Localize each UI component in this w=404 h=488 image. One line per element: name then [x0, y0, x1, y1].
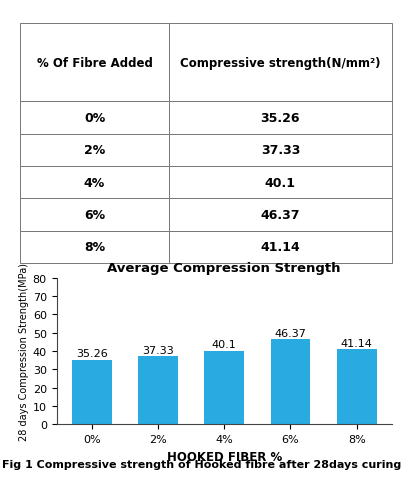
Bar	[337, 349, 377, 425]
Title: Average Compression Strength: Average Compression Strength	[107, 261, 341, 274]
Text: Fig 1 Compressive strength of Hooked fibre after 28days curing: Fig 1 Compressive strength of Hooked fib…	[2, 459, 402, 468]
Text: 35.26: 35.26	[76, 348, 107, 359]
Text: 46.37: 46.37	[275, 328, 306, 338]
Text: 37.33: 37.33	[142, 345, 174, 355]
Bar	[271, 340, 310, 425]
Y-axis label: 28 days Compression Strength(MPa): 28 days Compression Strength(MPa)	[19, 263, 29, 440]
Bar	[72, 360, 112, 425]
Text: 41.14: 41.14	[341, 338, 373, 348]
X-axis label: HOOKED FIBER %: HOOKED FIBER %	[166, 450, 282, 463]
Bar	[138, 356, 178, 425]
Text: 40.1: 40.1	[212, 340, 237, 350]
Bar	[204, 351, 244, 425]
